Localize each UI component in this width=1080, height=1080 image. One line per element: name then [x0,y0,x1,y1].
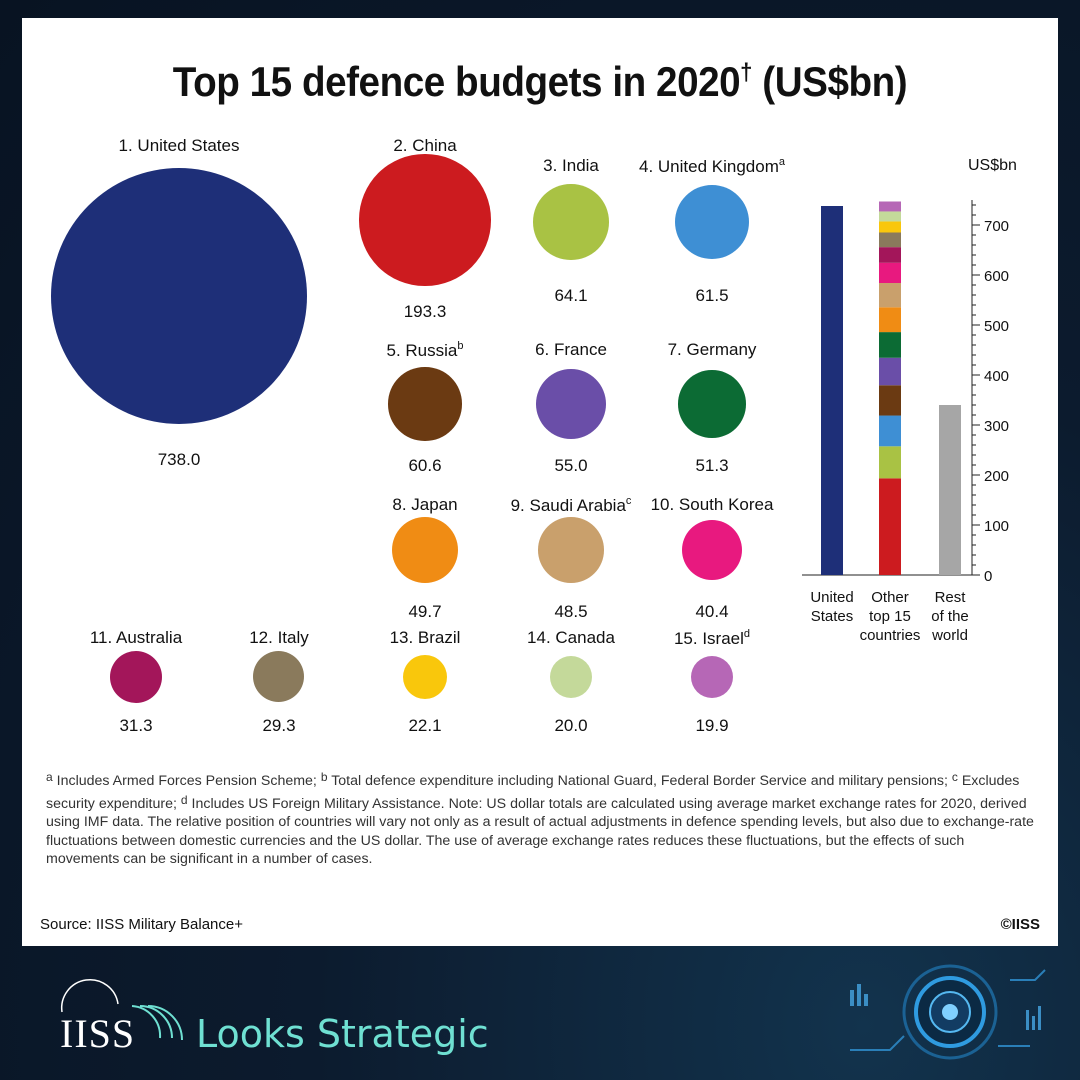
stack-segment-8 [879,307,901,333]
bubble-label-10: 10. South Korea [650,495,774,514]
category-label: of the [931,608,969,625]
source-text: Source: IISS Military Balance+ [40,916,244,933]
bubble-7 [678,370,746,438]
stack-segment-2 [879,478,901,575]
bubble-value-1: 738.0 [157,450,201,469]
stack-segment-13 [879,221,901,233]
stack-segment-10 [879,262,901,283]
footer-logo-text: IISS [60,1011,136,1056]
y-tick-label: 100 [984,518,1009,535]
category-label: world [931,627,968,644]
bubble-label-14: 14. Canada [527,628,615,647]
bubble-label-15: 15. Israeld [673,628,751,648]
bar-rest-of-world [939,405,961,575]
bubble-label-3: 3. India [543,156,599,175]
y-tick-label: 0 [984,568,992,585]
stack-segment-6 [879,357,901,386]
stacked-bar-chart: 0 100 200 300 400 500 600 700 US$bn United States O… [802,157,1017,644]
bubble-15 [690,655,733,698]
bubble-6 [536,369,606,439]
copyright-text: ©IISS [1000,916,1040,933]
tech-decoration-icon [850,964,1046,1060]
bubble-label-12: 12. Italy [249,628,309,647]
y-tick-label: 500 [984,318,1009,335]
bubble-label-6: 6. France [535,340,607,359]
stack-segment-9 [879,283,901,308]
bubble-value-11: 31.3 [119,716,153,735]
bubble-10 [682,520,742,580]
stack-segment-5 [879,385,901,416]
bubble-value-7: 51.3 [695,456,729,475]
chart-title: Top 15 defence budgets in 2020† (US$bn) [172,58,908,105]
bubble-value-3: 64.1 [554,286,588,305]
bubble-value-10: 40.4 [695,602,729,621]
bubble-value-15: 19.9 [695,716,729,735]
stack-segment-14 [879,211,901,222]
bubble-label-4: 4. United Kingdoma [639,156,785,176]
infographic-card: Top 15 defence budgets in 2020† (US$bn) … [22,18,1058,946]
stack-segment-7 [879,332,901,358]
bubble-label-8: 8. Japan [392,495,458,514]
footer-tagline: Looks Strategic [196,1012,489,1056]
bubble-3 [533,184,609,260]
y-tick-label: 700 [984,218,1009,235]
bubble-12 [253,651,305,703]
bubble-label-5: 5. Russiab [386,340,464,360]
y-axis-label: US$bn [968,157,1017,174]
stack-segment-11 [879,247,901,263]
iiss-logo-icon [60,979,183,1041]
category-label: States [811,608,854,625]
bubble-value-12: 29.3 [262,716,296,735]
stack-segment-3 [879,446,901,479]
category-label: United [810,589,853,606]
category-label: countries [860,627,921,644]
bubble-2 [359,154,491,286]
bubble-value-9: 48.5 [554,602,588,621]
bubble-value-2: 193.3 [403,302,447,321]
stack-segment-12 [879,232,901,248]
category-label: Rest [935,589,967,606]
bubble-11 [109,650,163,704]
bubble-value-6: 55.0 [554,456,588,475]
bubble-value-13: 22.1 [408,716,442,735]
stack-segment-15 [879,201,901,212]
y-tick-label: 300 [984,418,1009,435]
footnotes: a Includes Armed Forces Pension Scheme; … [46,770,1034,868]
bubble-value-8: 49.7 [408,602,442,621]
bubble-14 [549,655,593,699]
bubble-value-4: 61.5 [695,286,729,305]
bubble-label-9: 9. Saudi Arabiac [510,495,632,515]
y-tick-label: 200 [984,468,1009,485]
bubble-8 [391,516,459,584]
bubble-9 [538,517,604,583]
bubble-5 [388,367,462,441]
stack-segment-4 [879,415,901,447]
category-label: top 15 [869,608,911,625]
y-tick-label: 600 [984,268,1009,285]
bubble-label-1: 1. United States [118,136,240,155]
bubble-label-11: 11. Australia [89,628,183,647]
bubble-1 [51,168,307,424]
y-tick-label: 400 [984,368,1009,385]
bubble-label-7: 7. Germany [667,340,757,359]
bar-united-states [821,206,843,575]
bubble-value-5: 60.6 [408,456,442,475]
category-label: Other [871,589,909,606]
bubble-value-14: 20.0 [554,716,588,735]
bubble-4 [675,185,749,259]
bubble-label-13: 13. Brazil [389,628,461,647]
bubble-13 [402,654,448,700]
bubble-label-2: 2. China [393,136,457,155]
